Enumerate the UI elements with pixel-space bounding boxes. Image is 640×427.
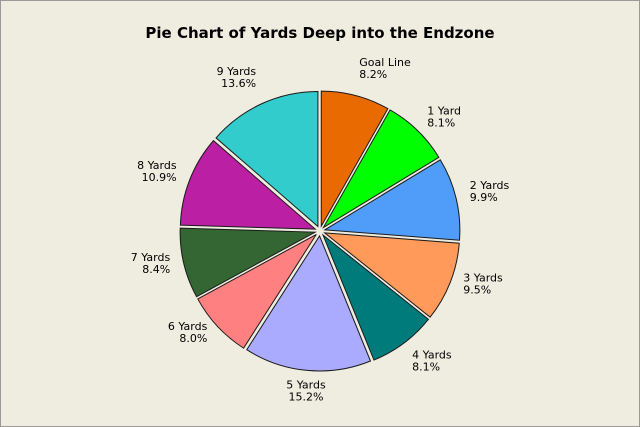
slice-percent-label-9: 13.6% (221, 77, 256, 90)
slice-percent-label-6: 8.0% (179, 332, 207, 345)
pie-slice-3 (323, 232, 460, 318)
pie-slice-0 (320, 90, 389, 229)
slice-percent-label-2: 9.9% (470, 191, 498, 204)
slice-percent-label-5: 15.2% (288, 390, 323, 403)
slice-percent-label-1: 8.1% (427, 116, 455, 129)
slice-category-label-3: 3 Yards (463, 272, 503, 285)
slice-category-label-9: 9 Yards (217, 65, 257, 78)
slice-category-label-2: 2 Yards (470, 179, 510, 192)
slice-category-label-8: 8 Yards (137, 159, 177, 172)
slice-percent-label-0: 8.2% (359, 68, 387, 81)
pie-slice-5 (246, 234, 372, 372)
pie-slice-4 (321, 233, 430, 361)
chart-title: Pie Chart of Yards Deep into the Endzone (145, 24, 494, 42)
slice-category-label-5: 5 Yards (286, 378, 326, 391)
pie-slice-9 (215, 90, 319, 228)
pie-slice-8 (179, 139, 317, 230)
pie-slice-2 (323, 159, 461, 241)
slice-category-label-7: 7 Yards (131, 251, 171, 264)
slice-percent-label-7: 8.4% (142, 263, 170, 276)
slice-percent-label-8: 10.9% (142, 171, 177, 184)
pie-slices (179, 90, 461, 372)
slice-percent-label-3: 9.5% (463, 284, 491, 297)
pie-slice-7 (179, 227, 317, 298)
slice-category-label-0: Goal Line (359, 56, 411, 69)
pie-slice-6 (197, 233, 317, 349)
pie-slice-1 (322, 109, 440, 229)
slice-category-label-4: 4 Yards (412, 348, 452, 361)
slice-category-label-6: 6 Yards (168, 320, 208, 333)
slice-percent-label-4: 8.1% (412, 360, 440, 373)
slice-category-label-1: 1 Yard (427, 104, 461, 117)
